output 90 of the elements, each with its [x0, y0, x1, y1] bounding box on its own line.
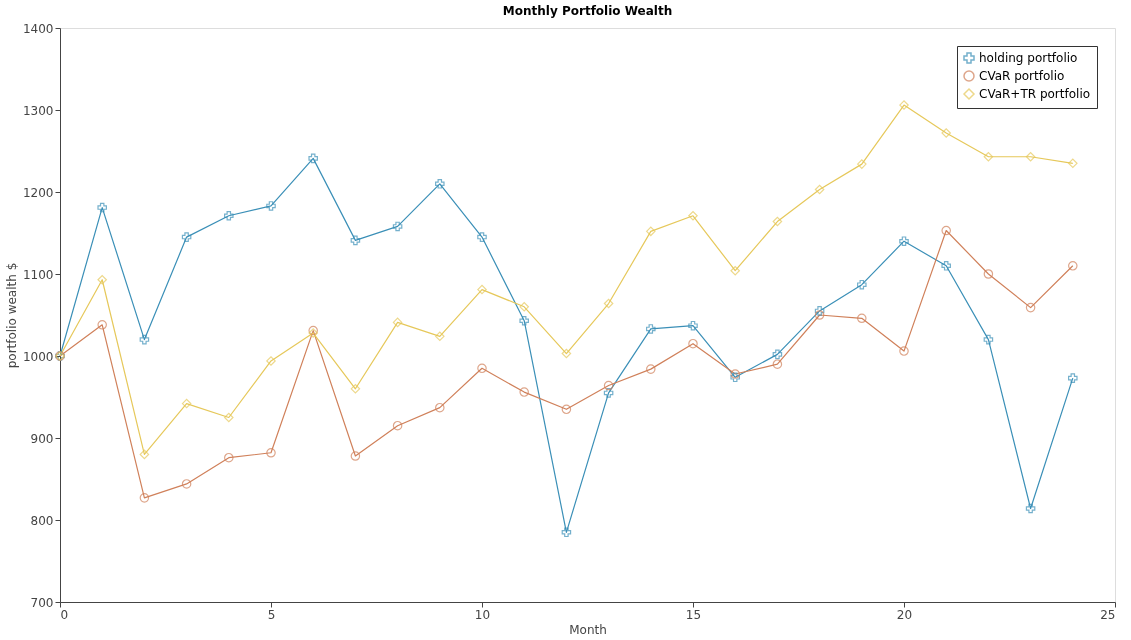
point: [1068, 158, 1078, 169]
point: [983, 151, 994, 162]
point: [646, 364, 656, 374]
point: [97, 320, 107, 330]
point: [97, 274, 107, 285]
point: [1025, 151, 1036, 162]
point: [477, 284, 487, 295]
point: [899, 100, 909, 110]
point: [688, 320, 698, 331]
point: [181, 479, 192, 489]
point: [350, 384, 361, 394]
point: [477, 232, 487, 242]
point: [603, 388, 614, 398]
y-tick-label: 700: [30, 595, 54, 610]
y-tick-label: 900: [30, 431, 54, 446]
point: [1025, 302, 1036, 313]
point: [139, 334, 150, 345]
point: [941, 128, 951, 138]
x-tick-label: 10: [474, 607, 491, 622]
legend-label: holding portfolio: [979, 51, 1078, 65]
point: [519, 387, 529, 397]
point: [941, 225, 951, 236]
point: [857, 279, 867, 290]
point: [814, 306, 825, 316]
x-tick-label: 15: [685, 607, 702, 622]
point: [983, 334, 994, 345]
y-tick-label: 1300: [22, 103, 54, 118]
point: [350, 235, 361, 246]
point: [519, 315, 529, 326]
x-axis-title: Month: [569, 622, 607, 637]
point: [561, 404, 572, 415]
point: [814, 310, 825, 320]
point: [772, 216, 783, 227]
point: [350, 451, 361, 461]
point: [308, 153, 318, 164]
point: [857, 159, 867, 169]
point: [899, 346, 909, 356]
x-tick-label: 0: [60, 607, 69, 622]
point: [561, 348, 572, 359]
y-tick-label: 800: [30, 513, 54, 528]
point: [519, 302, 529, 312]
y-tick-label: 1100: [22, 267, 54, 282]
point: [181, 232, 192, 242]
point: [224, 412, 234, 423]
point: [561, 527, 572, 538]
point: [435, 179, 445, 189]
point: [139, 493, 150, 503]
y-tick-label: 1400: [22, 21, 54, 36]
point: [730, 265, 740, 276]
point: [603, 298, 614, 309]
x-tick-label: 25: [1100, 607, 1116, 622]
point: [392, 317, 403, 328]
chart-title: Monthly Portfolio Wealth: [502, 4, 673, 18]
point: [1068, 373, 1078, 383]
point: [688, 338, 698, 349]
x-tick-label: 5: [267, 607, 276, 622]
point: [97, 202, 107, 213]
point: [899, 236, 909, 246]
point: [772, 349, 783, 360]
point: [477, 363, 487, 374]
point: [224, 211, 234, 221]
point: [603, 380, 614, 391]
point: [266, 447, 276, 458]
point: [730, 372, 740, 383]
point: [688, 211, 698, 221]
point: [181, 398, 192, 409]
y-axis-title: portfolio wealth $: [4, 262, 19, 369]
point: [1025, 503, 1036, 514]
point: [435, 331, 445, 342]
point: [224, 452, 234, 463]
legend-label: CVaR portfolio: [979, 69, 1065, 83]
point: [139, 449, 150, 460]
point: [435, 402, 445, 413]
point: [1068, 261, 1078, 271]
point: [646, 324, 656, 334]
y-tick-label: 1000: [22, 349, 54, 364]
y-tick-label: 1200: [22, 185, 54, 200]
point: [266, 356, 276, 366]
point: [392, 420, 403, 431]
x-tick-label: 20: [896, 607, 913, 622]
point: [814, 184, 825, 195]
point: [857, 313, 867, 324]
point: [392, 221, 403, 232]
point: [730, 369, 740, 379]
point: [941, 261, 951, 271]
point: [646, 226, 656, 237]
legend-label: CVaR+TR portfolio: [979, 87, 1091, 101]
point: [772, 359, 783, 369]
point: [266, 201, 276, 211]
point: [983, 269, 994, 279]
